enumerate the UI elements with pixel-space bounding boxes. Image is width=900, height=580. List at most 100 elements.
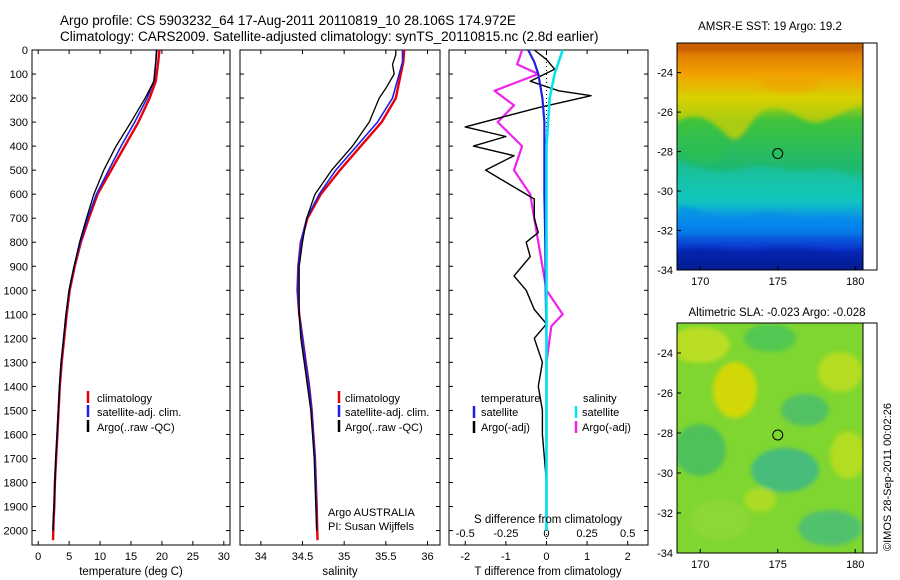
sla-map-axes: 170 175 180 -24 -26 -28 -30 -32 -34 (657, 348, 864, 571)
x-tick-label: 34 (255, 551, 267, 563)
difference-series (464, 49, 592, 545)
map-y-tick-label: -24 (657, 348, 673, 360)
s-tick-label: -0.25 (493, 528, 518, 540)
x-tick-label: 34.5 (292, 551, 313, 563)
salinity-axes: 34 34.5 35 35.5 36 (240, 49, 440, 563)
map-x-tick-label: 180 (846, 276, 864, 288)
difference-xlabel: T difference from climatology (474, 566, 621, 578)
legend-header-salinity: salinity (583, 393, 617, 405)
temperature-plot-frame (31, 49, 231, 546)
map-y-tick-label: -24 (657, 68, 673, 80)
y-tick-label: 600 (10, 189, 28, 201)
map-y-tick-label: -30 (657, 186, 673, 198)
y-tick-label: 1900 (4, 502, 28, 514)
s-tick-label: -0.5 (456, 528, 475, 540)
x-tick-label: 30 (218, 551, 230, 563)
map-x-tick-label: 170 (691, 276, 709, 288)
sst-map-side-panel (862, 42, 878, 271)
legend-label-satellite: satellite-adj. clim. (345, 407, 429, 419)
y-tick-label: 0 (22, 45, 28, 57)
map-y-tick-label: -32 (657, 226, 673, 238)
map-y-tick-label: -26 (657, 388, 673, 400)
y-tick-label: 1300 (4, 357, 28, 369)
s-tick-label: 0.25 (576, 528, 597, 540)
x-tick-label: 15 (125, 551, 137, 563)
x-tick-label: 36 (421, 551, 433, 563)
x-tick-label: 35.5 (375, 551, 396, 563)
temperature-series (51, 49, 161, 541)
argo-location-marker (772, 148, 784, 160)
map-y-tick-label: -28 (657, 428, 673, 440)
x-tick-label: 0 (35, 551, 41, 563)
map-y-tick-label: -28 (657, 147, 673, 159)
argo-location-marker (772, 429, 784, 441)
map-x-tick-label: 175 (769, 559, 787, 571)
legend-label-temp-satellite: satellite (481, 407, 518, 419)
argo-line (298, 50, 397, 531)
x-tick-label: 5 (66, 551, 72, 563)
map-y-tick-label: -26 (657, 107, 673, 119)
legend-label-sal-satellite: satellite (582, 407, 619, 419)
x-tick-label: 20 (156, 551, 168, 563)
header-line-2: Climatology: CARS2009. Satellite-adjuste… (60, 29, 599, 44)
salinity-xlabel: salinity (322, 566, 357, 578)
y-tick-label: 1000 (4, 285, 28, 297)
temperature-axes: 0100200300400500600700800900100011001200… (4, 45, 230, 563)
map-x-tick-label: 170 (691, 559, 709, 571)
y-tick-label: 1400 (4, 381, 28, 393)
argo-line (52, 49, 158, 531)
y-tick-label: 1100 (4, 309, 28, 321)
y-tick-label: 1600 (4, 429, 28, 441)
header-line-1: Argo profile: CS 5903232_64 17-Aug-2011 … (60, 13, 516, 28)
legend-label-argo: Argo(..raw -QC) (345, 422, 423, 434)
climatology-line (296, 49, 406, 541)
y-tick-label: 1200 (4, 333, 28, 345)
sla-map-image (677, 323, 863, 553)
y-tick-label: 700 (10, 213, 28, 225)
x-tick-label: 10 (94, 551, 106, 563)
map-y-tick-label: -34 (657, 265, 673, 277)
y-tick-label: 800 (10, 237, 28, 249)
legend-label-climatology: climatology (345, 393, 401, 405)
y-tick-label: 1700 (4, 453, 28, 465)
x-tick-label: 1 (584, 551, 590, 563)
sal-argo-diff-line (493, 49, 564, 387)
legend-label-sal-argo: Argo(-adj) (582, 422, 631, 434)
y-tick-label: 2000 (4, 526, 28, 538)
x-tick-label: -2 (460, 551, 470, 563)
x-tick-label: 25 (187, 551, 199, 563)
x-tick-label: -1 (501, 551, 511, 563)
map-y-tick-label: -32 (657, 508, 673, 520)
y-tick-label: 100 (10, 69, 28, 81)
legend-label-argo: Argo(..raw -QC) (97, 422, 175, 434)
temp-argo-diff-line (464, 49, 592, 531)
y-tick-label: 400 (10, 141, 28, 153)
sal-satellite-diff-line (545, 49, 564, 531)
y-tick-label: 900 (10, 261, 28, 273)
y-tick-label: 1800 (4, 478, 28, 490)
difference-xlabel-top: S difference from climatology (474, 514, 622, 526)
salinity-series (296, 49, 406, 541)
satellite-adj-line (296, 50, 404, 531)
map-x-tick-label: 180 (846, 559, 864, 571)
map-y-tick-label: -30 (657, 468, 673, 480)
map-x-tick-label: 175 (769, 276, 787, 288)
float-program-label: Argo AUSTRALIA (328, 507, 415, 519)
map-y-tick-label: -34 (657, 548, 673, 560)
sst-map-title: AMSR-E SST: 19 Argo: 19.2 (698, 21, 842, 33)
salinity-legend: climatology satellite-adj. clim. Argo(..… (337, 391, 429, 434)
temperature-xlabel: temperature (deg C) (79, 566, 183, 578)
legend-label-satellite: satellite-adj. clim. (97, 407, 181, 419)
sla-map-side-panel (862, 322, 878, 554)
legend-label-temp-argo: Argo(-adj) (481, 422, 530, 434)
y-tick-label: 200 (10, 93, 28, 105)
x-tick-label: 35 (338, 551, 350, 563)
difference-plot-frame (448, 49, 649, 546)
y-tick-label: 300 (10, 117, 28, 129)
sst-map-image (677, 43, 863, 270)
s-tick-label: 0.5 (620, 528, 635, 540)
x-tick-label: 0 (543, 551, 549, 563)
float-pi-label: PI: Susan Wijffels (328, 521, 414, 533)
